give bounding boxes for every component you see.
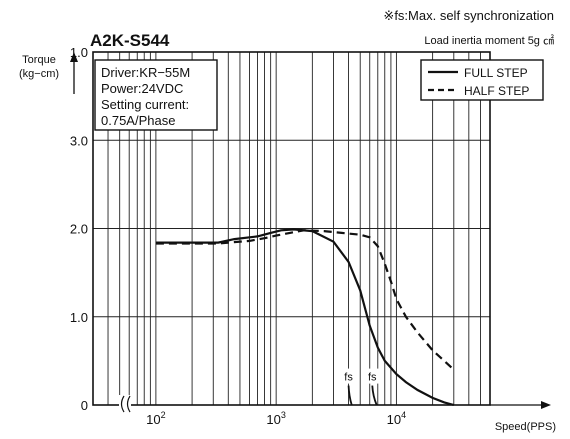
series-half-step-line bbox=[155, 229, 455, 371]
x-tick-labels: 102 103 104 bbox=[146, 410, 406, 427]
fs-label-background bbox=[338, 368, 359, 384]
y-axis-label-top: Torque bbox=[22, 54, 56, 66]
y-axis-label-unit: (kg−cm) bbox=[19, 68, 59, 80]
info-box-frame bbox=[94, 59, 218, 131]
fs-markers: fs fs bbox=[338, 368, 383, 406]
plot-frame bbox=[92, 51, 491, 406]
info-box-line: 0.75A/Phase bbox=[101, 113, 175, 128]
x-tick-label: 103 bbox=[266, 410, 285, 427]
y-tick-label: 0 bbox=[81, 398, 88, 413]
y-tick-label: 3.0 bbox=[70, 133, 88, 148]
info-box-line: Power:24VDC bbox=[101, 81, 183, 96]
info-box-line: Driver:KR−55M bbox=[101, 65, 190, 80]
axis-break-mark bbox=[119, 395, 131, 413]
y-axis-arrow-head bbox=[70, 52, 78, 62]
fs-label: fs bbox=[368, 372, 377, 384]
series-group bbox=[155, 228, 455, 407]
fs-label: fs bbox=[344, 372, 353, 384]
y-tick-label: 1.0 bbox=[70, 310, 88, 325]
fs-label-background bbox=[362, 368, 383, 384]
legend: FULL STEP HALF STEP bbox=[420, 59, 544, 101]
x-axis-label: Speed(PPS) bbox=[495, 421, 556, 433]
y-tick-labels: 0 1.0 2.0 3.0 1.0 bbox=[70, 45, 88, 413]
info-box-line: Setting current: bbox=[101, 97, 189, 112]
x-axis-arrow-head bbox=[541, 401, 551, 409]
fs-marker: fs bbox=[338, 368, 359, 406]
chart-subtitle: Load inertia moment 5g ㎠ bbox=[424, 34, 554, 47]
chart-note: ※fs:Max. self synchronization bbox=[383, 8, 554, 23]
info-box: Driver:KR−55M Power:24VDC Setting curren… bbox=[94, 59, 218, 131]
legend-label-full-step: FULL STEP bbox=[464, 66, 528, 80]
fs-marker: fs bbox=[362, 368, 383, 406]
legend-label-half-step: HALF STEP bbox=[464, 84, 529, 98]
y-tick-label: 2.0 bbox=[70, 222, 88, 237]
legend-frame bbox=[420, 59, 544, 101]
x-tick-label: 104 bbox=[387, 410, 406, 427]
fs-curve bbox=[347, 385, 353, 406]
y-tick-label: 1.0 bbox=[70, 45, 88, 60]
x-tick-label: 102 bbox=[146, 410, 165, 427]
series-full-step-line bbox=[155, 228, 455, 407]
chart-title: A2K-S544 bbox=[90, 31, 170, 50]
fs-curve bbox=[371, 385, 378, 406]
